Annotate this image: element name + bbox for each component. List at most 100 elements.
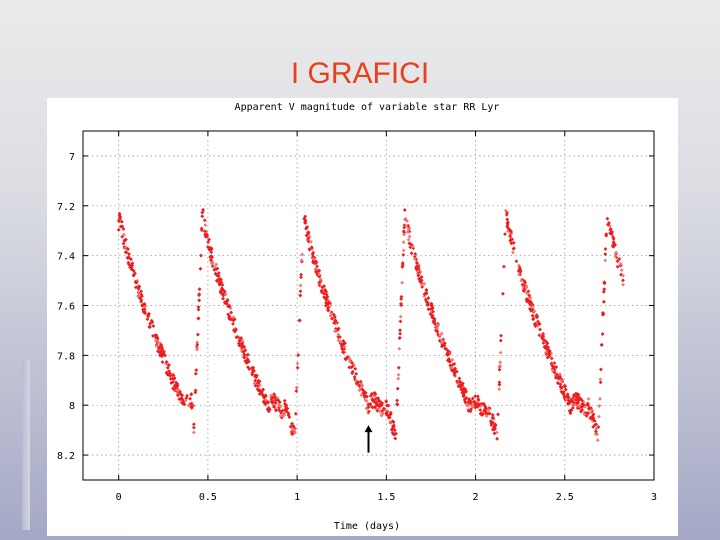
data-point xyxy=(240,341,245,345)
data-point xyxy=(295,385,299,390)
data-point xyxy=(376,396,381,401)
data-point xyxy=(158,349,163,353)
data-point xyxy=(214,262,219,267)
annotations xyxy=(364,425,373,453)
data-point xyxy=(298,283,303,288)
data-point xyxy=(165,365,170,370)
data-point xyxy=(374,400,379,405)
data-point xyxy=(431,309,435,314)
data-point xyxy=(149,318,154,323)
data-point xyxy=(368,402,373,406)
plot-frame xyxy=(82,130,655,481)
data-point xyxy=(452,371,457,376)
data-point xyxy=(449,365,454,370)
data-point xyxy=(299,272,304,277)
data-point xyxy=(606,222,610,227)
data-point xyxy=(519,278,524,283)
data-point xyxy=(347,359,352,364)
data-point xyxy=(509,237,513,242)
data-point xyxy=(473,401,478,405)
data-point xyxy=(241,349,246,354)
data-point xyxy=(426,307,431,312)
data-point xyxy=(607,221,611,225)
data-point xyxy=(336,338,341,343)
data-point xyxy=(180,401,185,406)
data-point xyxy=(580,401,585,406)
data-point xyxy=(388,410,393,415)
data-point xyxy=(541,337,546,342)
data-point xyxy=(581,399,586,404)
data-point xyxy=(521,288,526,293)
data-point xyxy=(424,288,429,293)
data-point xyxy=(593,422,597,427)
data-point xyxy=(437,338,442,343)
data-point xyxy=(208,245,213,250)
data-point xyxy=(336,326,341,331)
data-point xyxy=(439,337,444,342)
data-point xyxy=(457,376,462,381)
data-point xyxy=(285,406,290,411)
data-point xyxy=(490,412,495,417)
data-point xyxy=(396,376,401,381)
data-point xyxy=(422,281,427,286)
data-point xyxy=(200,214,205,219)
data-point xyxy=(117,211,122,216)
data-point xyxy=(434,326,439,331)
data-point xyxy=(272,405,277,410)
data-point xyxy=(598,377,603,382)
data-point xyxy=(168,371,172,376)
data-point xyxy=(452,361,457,366)
data-point xyxy=(615,264,620,269)
data-point xyxy=(538,327,542,332)
light-curve-chart: Apparent V magnitude of variable star RR… xyxy=(57,102,657,532)
data-point xyxy=(264,401,269,406)
data-point xyxy=(230,318,235,322)
data-point xyxy=(436,322,441,327)
data-point xyxy=(406,223,410,228)
grid xyxy=(83,131,655,480)
data-point xyxy=(121,241,126,246)
data-point xyxy=(549,351,554,356)
data-point xyxy=(191,422,196,427)
data-point xyxy=(414,267,419,272)
data-point xyxy=(146,314,151,318)
data-point xyxy=(257,388,262,393)
data-point xyxy=(180,393,185,398)
data-point xyxy=(293,411,298,416)
data-point xyxy=(195,346,200,351)
data-point xyxy=(244,360,249,365)
data-point xyxy=(347,365,352,370)
data-point xyxy=(550,364,555,369)
data-point xyxy=(484,414,489,418)
data-point xyxy=(136,286,141,291)
data-point xyxy=(505,225,510,229)
data-point xyxy=(209,254,214,259)
data-point xyxy=(392,428,397,433)
data-point xyxy=(126,260,131,265)
data-point xyxy=(611,235,615,240)
data-point xyxy=(390,430,395,435)
data-point xyxy=(343,357,348,362)
data-point xyxy=(164,370,169,375)
data-point xyxy=(501,291,505,296)
data-point xyxy=(621,278,625,283)
data-point xyxy=(442,343,447,348)
data-point xyxy=(336,335,341,339)
data-point xyxy=(373,392,378,397)
data-point xyxy=(298,293,303,298)
data-point xyxy=(246,352,250,357)
data-point xyxy=(394,431,398,436)
data-point xyxy=(122,238,127,243)
data-point xyxy=(304,233,309,238)
data-point xyxy=(370,405,375,410)
data-point xyxy=(160,360,165,365)
data-point xyxy=(502,264,506,269)
data-point xyxy=(125,247,130,251)
data-point xyxy=(333,328,338,333)
data-point xyxy=(257,392,262,396)
data-point xyxy=(250,372,255,377)
data-point xyxy=(446,349,450,353)
data-point xyxy=(223,292,228,297)
data-point xyxy=(514,259,519,264)
data-point xyxy=(226,312,231,317)
